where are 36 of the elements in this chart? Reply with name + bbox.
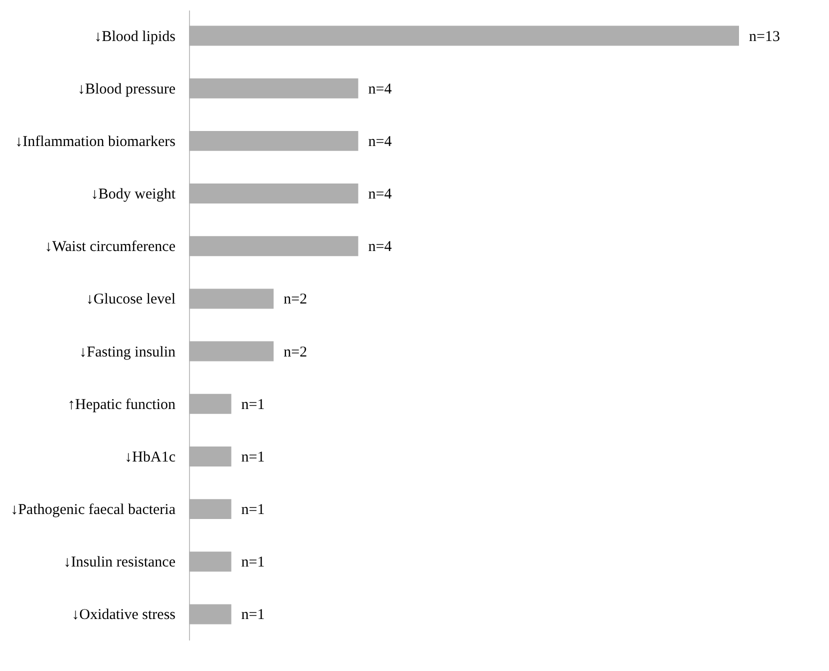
y-tick-label: ↓Blood lipids xyxy=(94,28,176,45)
y-tick-label: ↓Waist circumference xyxy=(44,239,176,256)
y-tick-label: ↓Body weight xyxy=(90,186,176,203)
bar xyxy=(189,184,358,204)
y-tick-label: ↓Pathogenic faecal bacteria xyxy=(10,502,176,518)
bar xyxy=(189,341,274,362)
data-label: n=1 xyxy=(241,554,265,571)
y-tick-label: ↓Insulin resistance xyxy=(63,554,176,571)
data-label: n=1 xyxy=(241,449,265,466)
bar xyxy=(189,499,232,520)
bar xyxy=(189,236,358,256)
data-label: n=4 xyxy=(368,134,392,150)
bar xyxy=(189,130,358,151)
data-label: n=13 xyxy=(749,28,780,45)
bar xyxy=(189,394,232,414)
bar xyxy=(189,446,232,466)
bar xyxy=(189,26,739,46)
data-label: n=4 xyxy=(368,186,392,203)
data-label: n=2 xyxy=(284,344,308,360)
y-tick-label: ↓Inflammation biomarkers xyxy=(15,134,176,150)
data-label: n=1 xyxy=(241,607,265,624)
y-tick-label: ↓Oxidative stress xyxy=(72,607,176,624)
bar xyxy=(189,288,274,309)
y-tick-label: ↓Fasting insulin xyxy=(79,344,176,360)
data-label: n=4 xyxy=(368,81,392,98)
data-label: n=1 xyxy=(241,502,265,518)
y-tick-label: ↓Glucose level xyxy=(86,292,176,308)
y-tick-label: ↓HbA1c xyxy=(124,449,176,466)
data-label: n=1 xyxy=(241,396,265,413)
bar xyxy=(189,78,358,98)
data-label: n=4 xyxy=(368,239,392,256)
bar xyxy=(189,604,232,624)
data-label: n=2 xyxy=(284,292,308,308)
bar xyxy=(189,552,232,572)
y-tick-label: ↓Blood pressure xyxy=(78,81,176,98)
y-tick-label: ↑Hepatic function xyxy=(68,396,176,413)
